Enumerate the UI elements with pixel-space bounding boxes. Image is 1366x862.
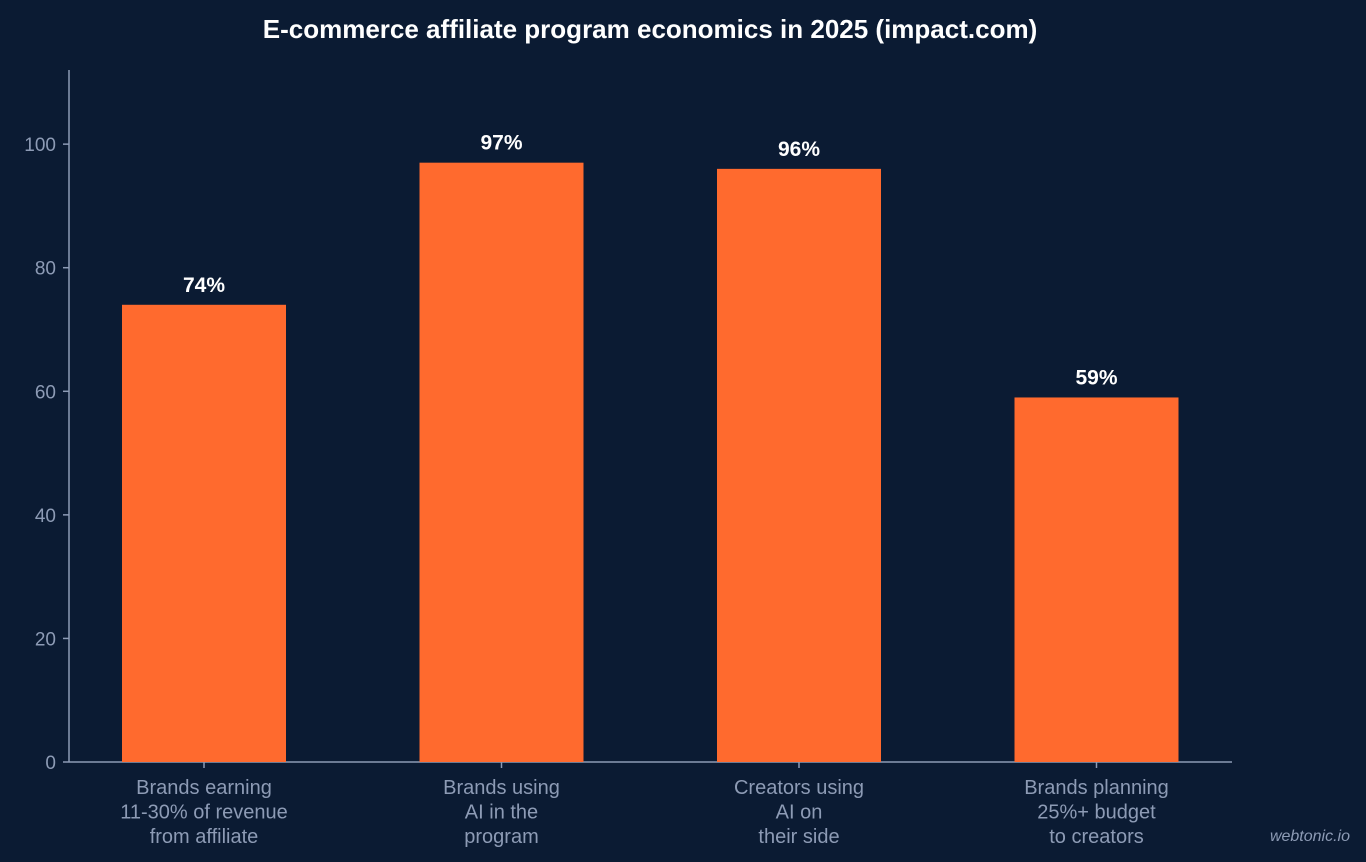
x-tick-label-line: to creators — [1049, 826, 1143, 848]
x-tick-label: Brands using AI in the program — [443, 777, 560, 848]
x-tick-label-line: AI in the — [465, 802, 538, 824]
x-tick-label-line: AI on — [776, 802, 823, 824]
x-tick-label-line: their side — [758, 826, 839, 848]
y-tick-label: 40 — [35, 506, 56, 527]
x-tick-label: Creators using AI on their side — [734, 777, 864, 848]
x-tick-label-line: Brands planning — [1024, 777, 1169, 799]
x-tick-label-line: from affiliate — [150, 826, 259, 848]
x-tick-label-line: 25%+ budget — [1037, 802, 1156, 824]
bar-value-label: 74% — [183, 274, 225, 297]
y-tick-label: 80 — [35, 259, 56, 280]
bar — [1014, 397, 1179, 762]
y-tick-label: 20 — [35, 629, 56, 650]
bar — [122, 304, 286, 762]
x-tick-label-line: Brands using — [443, 777, 560, 799]
bar — [717, 168, 881, 762]
x-tick-label: Brands planning 25%+ budget to creators — [1024, 777, 1169, 848]
labels: 74% Brands earning 11-30% of revenue from a… — [120, 132, 1169, 848]
chart-title: E-commerce affiliate program economics i… — [263, 14, 1037, 44]
x-tick-label-line: Creators using — [734, 777, 864, 799]
y-tick-label: 0 — [45, 753, 56, 774]
y-tick-label: 60 — [35, 382, 56, 403]
bar — [419, 162, 584, 762]
watermark: webtonic.io — [1270, 828, 1350, 845]
x-tick-label-line: 11-30% of revenue — [120, 802, 288, 824]
x-tick-label-line: Brands earning — [136, 777, 272, 799]
y-tick-label: 100 — [24, 135, 56, 156]
x-tick-label-line: program — [464, 826, 538, 848]
x-tick-label: Brands earning 11-30% of revenue from affi… — [120, 777, 288, 848]
bar-value-label: 97% — [480, 132, 522, 155]
bars — [122, 162, 1179, 762]
bar-value-label: 96% — [778, 138, 820, 161]
bar-value-label: 59% — [1075, 366, 1117, 389]
